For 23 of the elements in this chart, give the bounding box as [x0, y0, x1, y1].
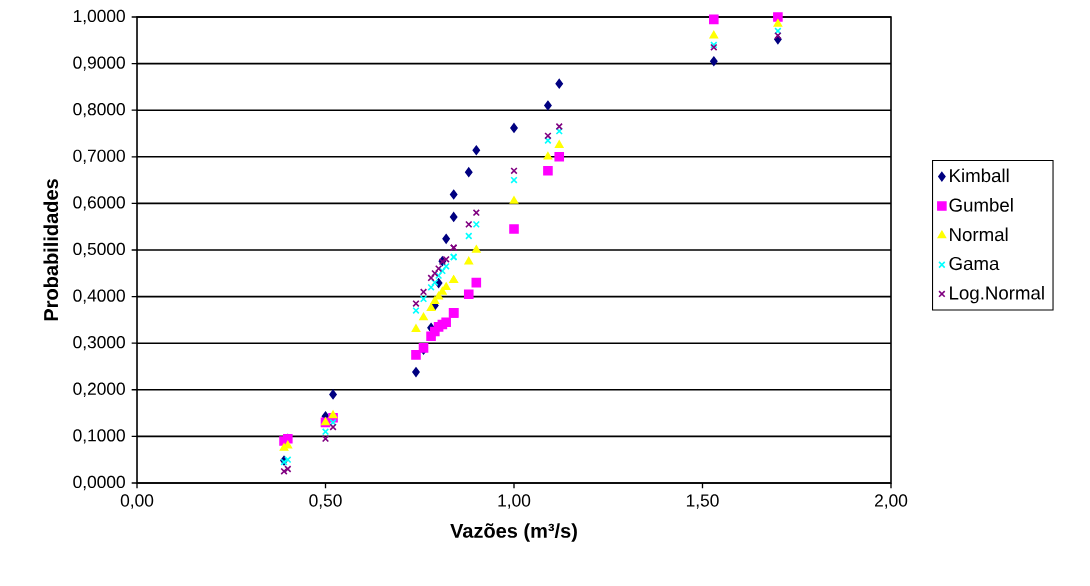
y-tick-label: 0,5000 [73, 242, 125, 258]
y-tick-label: 0,1000 [73, 429, 125, 444]
x-tick-label: 0,50 [309, 494, 342, 509]
x-tick-label: 2,00 [875, 494, 908, 509]
y-tick-label: 0,3000 [73, 336, 125, 351]
y-axis-title: Probabilidades [43, 179, 59, 321]
y-tick-label: 0,4000 [73, 289, 125, 304]
x-tick-label: 1,50 [686, 494, 719, 509]
y-tick-label: 1,0000 [73, 9, 125, 25]
x-tick-label: 1,00 [498, 494, 531, 509]
legend-label: Gama [949, 256, 1000, 271]
x-tick-label: 0,00 [120, 494, 154, 509]
y-tick-label: 0,0000 [73, 475, 125, 491]
legend-label: Log.Normal [950, 285, 1044, 304]
legend-label: Gumbel [949, 198, 1013, 212]
legend-label: Normal [950, 227, 1008, 242]
x-axis-title: Vazões (m³/s) [450, 523, 577, 542]
y-tick-label: 0,6000 [73, 196, 125, 211]
y-tick-label: 0,8000 [73, 103, 125, 118]
y-tick-label: 0,9000 [73, 56, 125, 71]
y-tick-label: 0,2000 [73, 382, 125, 397]
y-tick-label: 0,7000 [73, 149, 125, 164]
legend-label: Kimball [950, 168, 1009, 183]
